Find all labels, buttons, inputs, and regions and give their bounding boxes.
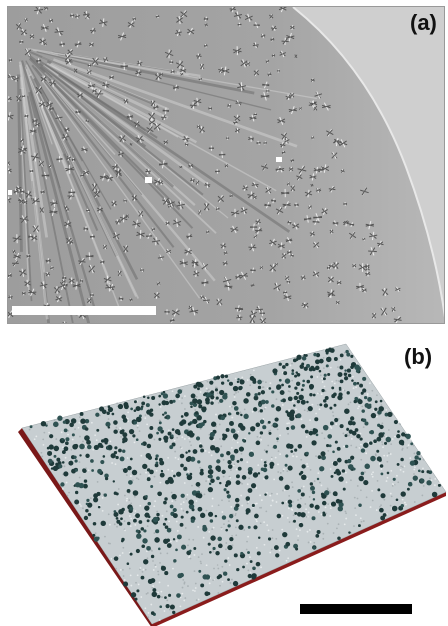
bright-speck — [276, 157, 282, 162]
topography-render — [18, 343, 447, 626]
bright-speck — [145, 177, 152, 183]
dendrite-branches — [16, 47, 318, 323]
bright-speck — [8, 190, 12, 195]
droplet-exterior — [293, 7, 444, 311]
surface — [21, 343, 447, 625]
scale-bar-a — [12, 306, 156, 315]
base-slab-left — [18, 428, 152, 626]
micrograph-panel-a — [7, 6, 445, 324]
topography-panel-b — [0, 336, 448, 626]
droplet-edge — [292, 7, 444, 318]
micrograph-image — [8, 7, 444, 323]
dendrite-islands — [29, 347, 441, 616]
panel-label-a: (a) — [410, 10, 437, 35]
dendrite-flakes — [8, 7, 402, 323]
panel-label-b: (b) — [404, 344, 433, 369]
scale-bar-b — [300, 604, 412, 614]
base-slab-front — [152, 492, 446, 626]
